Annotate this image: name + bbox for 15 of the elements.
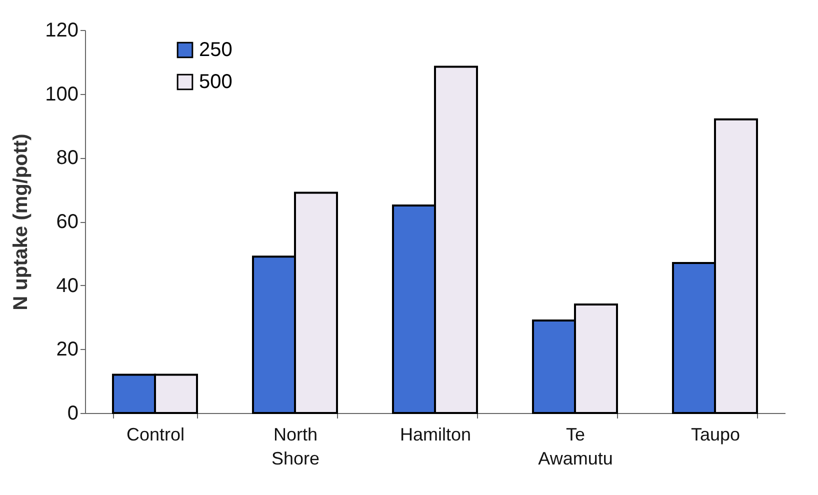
x-tick-label: Taupo xyxy=(690,424,740,444)
legend-label: 500 xyxy=(199,71,232,93)
y-tick-label: 120 xyxy=(45,20,78,42)
y-tick-label: 40 xyxy=(56,274,78,297)
x-tick-label: Control xyxy=(126,424,185,444)
y-tick-label: 60 xyxy=(56,211,78,233)
legend-label: 250 xyxy=(199,39,232,61)
x-tick-label: Hamilton xyxy=(400,424,472,444)
y-tick-label: 100 xyxy=(45,83,78,106)
y-tick-label: 20 xyxy=(56,338,78,361)
y-axis-title: N uptake (mg/pott) xyxy=(10,134,32,310)
x-tick-label: North Shore xyxy=(271,424,320,468)
y-tick-label: 0 xyxy=(67,402,78,424)
y-tick-label: 80 xyxy=(56,147,78,170)
x-tick-label: Te Awamutu xyxy=(538,424,613,468)
